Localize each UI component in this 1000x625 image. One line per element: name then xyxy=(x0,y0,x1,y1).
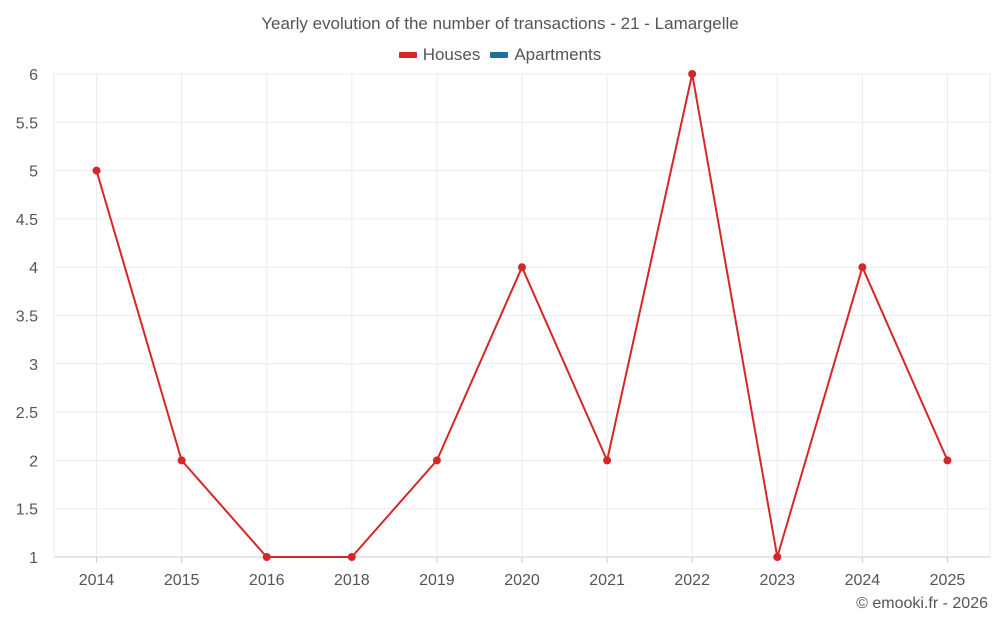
y-tick-label: 2 xyxy=(29,453,38,470)
y-tick-label: 2.5 xyxy=(16,405,38,422)
x-tick-label: 2023 xyxy=(759,572,795,589)
data-point-houses xyxy=(432,456,441,465)
y-tick-label: 1 xyxy=(29,550,38,567)
y-tick-label: 5.5 xyxy=(16,115,38,132)
legend-swatch-apartments xyxy=(490,52,509,58)
y-tick-label: 5 xyxy=(29,164,38,181)
data-point-houses xyxy=(773,553,782,561)
y-tick-label: 3.5 xyxy=(16,309,38,326)
x-tick-label: 2014 xyxy=(79,572,115,589)
x-tick-label: 2015 xyxy=(164,572,200,589)
data-point-houses xyxy=(347,553,356,561)
x-tick-label: 2025 xyxy=(930,572,966,589)
data-point-houses xyxy=(92,166,101,175)
chart-title: Yearly evolution of the number of transa… xyxy=(261,14,739,33)
legend-label-apartments: Apartments xyxy=(514,45,602,64)
y-tick-label: 3 xyxy=(29,357,38,374)
y-tick-label: 4.5 xyxy=(16,212,38,229)
y-tick-label: 1.5 xyxy=(16,502,38,519)
data-point-houses xyxy=(262,553,271,561)
y-tick-label: 4 xyxy=(29,260,38,277)
legend-label-houses: Houses xyxy=(422,45,481,64)
legend-swatch-houses xyxy=(398,52,417,58)
legend-item-apartments[interactable]: Apartments xyxy=(490,45,601,65)
x-tick-label: 2019 xyxy=(419,572,455,589)
x-tick-label: 2016 xyxy=(249,572,285,589)
data-point-houses xyxy=(688,70,697,78)
data-point-houses xyxy=(518,263,526,272)
credit-text: © emooki.fr - 2026 xyxy=(856,595,988,612)
x-tick-label: 2020 xyxy=(504,572,540,589)
data-point-houses xyxy=(603,456,612,465)
x-tick-label: 2018 xyxy=(334,572,370,589)
data-point-houses xyxy=(943,456,952,465)
x-tick-label: 2021 xyxy=(589,572,625,589)
legend: Houses Apartments xyxy=(0,45,1000,65)
x-tick-label: 2022 xyxy=(674,572,710,589)
legend-item-houses[interactable]: Houses xyxy=(398,45,481,65)
data-point-houses xyxy=(177,456,186,465)
y-tick-label: 6 xyxy=(29,67,38,84)
x-tick-label: 2024 xyxy=(845,572,881,589)
data-point-houses xyxy=(858,263,867,272)
